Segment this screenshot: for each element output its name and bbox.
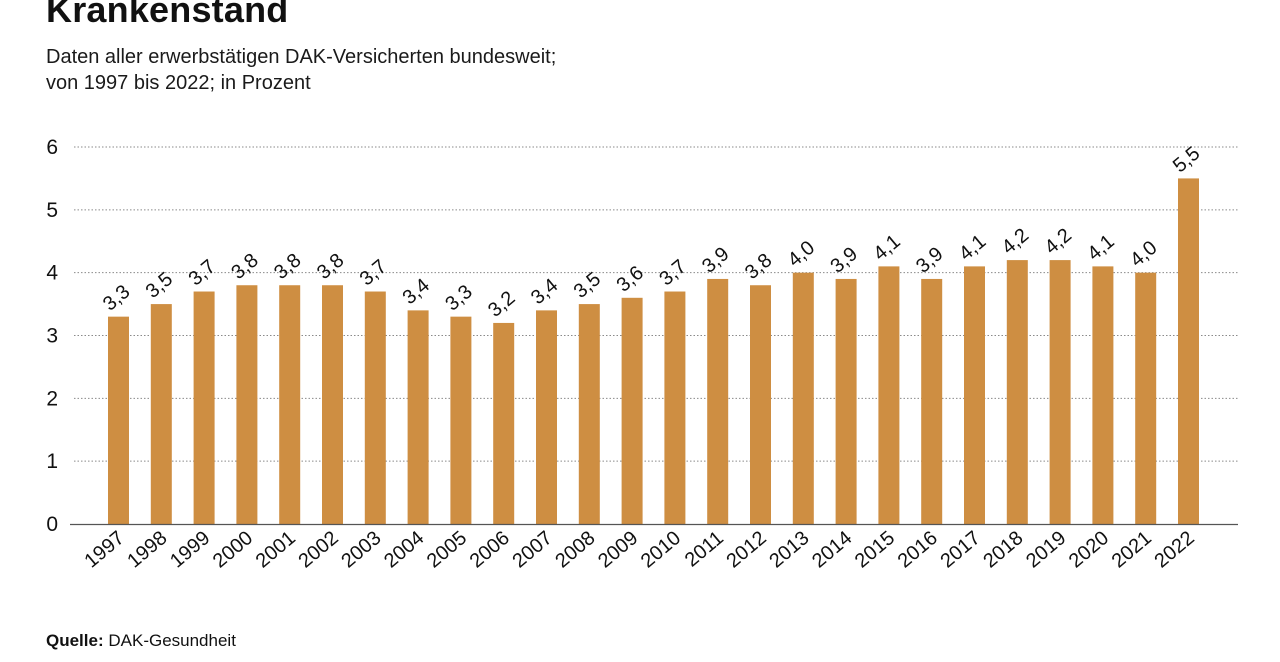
bar-2014 xyxy=(835,278,857,524)
y-tick-label: 5 xyxy=(46,199,58,222)
bar-2013 xyxy=(792,272,814,524)
value-label-2018: 4,2 xyxy=(998,224,1033,259)
x-tick-label-2015: 2015 xyxy=(851,527,899,572)
value-label-2011: 3,9 xyxy=(698,243,733,278)
subtitle-line-1: Daten aller erwerbstätigen DAK-Versicher… xyxy=(46,46,557,68)
value-label-2004: 3,4 xyxy=(399,274,434,309)
bar-1998 xyxy=(150,304,172,524)
bar-2002 xyxy=(322,285,343,524)
bar-2021 xyxy=(1135,272,1157,524)
y-axis-ticks: 0 1 2 3 4 5 6 xyxy=(46,136,58,536)
x-tick-label-2016: 2016 xyxy=(894,527,942,572)
value-label-2021: 4,0 xyxy=(1126,237,1161,272)
source-value: DAK-Gesundheit xyxy=(108,631,236,650)
x-tick-label-2011: 2011 xyxy=(681,527,728,572)
bar-2007 xyxy=(536,310,557,524)
chart-title: Krankenstand xyxy=(46,0,289,30)
bars xyxy=(108,178,1199,524)
chart-subtitle: Daten aller erwerbstätigen DAK-Versicher… xyxy=(46,44,556,96)
value-label-2009: 3,6 xyxy=(613,262,648,297)
value-label-2000: 3,8 xyxy=(227,249,262,284)
value-label-2022: 5,5 xyxy=(1169,142,1204,177)
value-label-2005: 3,3 xyxy=(441,281,476,316)
bar-2000 xyxy=(236,285,258,524)
x-tick-label-2006: 2006 xyxy=(466,527,514,572)
x-tick-label-2022: 2022 xyxy=(1150,527,1198,572)
x-tick-label-2007: 2007 xyxy=(508,527,556,572)
bar-2012 xyxy=(750,285,771,524)
x-tick-label-2000: 2000 xyxy=(209,527,257,572)
x-tick-label-2013: 2013 xyxy=(765,527,813,572)
bar-2019 xyxy=(1049,260,1071,524)
x-tick-label-2012: 2012 xyxy=(722,527,770,572)
bar-2003 xyxy=(364,291,386,524)
bar-1999 xyxy=(193,291,215,524)
x-tick-label-2020: 2020 xyxy=(1065,527,1113,572)
x-tick-label-2019: 2019 xyxy=(1022,527,1070,572)
x-tick-label-1999: 1999 xyxy=(166,527,214,572)
x-tick-label-2004: 2004 xyxy=(380,527,428,572)
value-label-2010: 3,7 xyxy=(655,256,690,291)
y-tick-label: 2 xyxy=(46,387,58,410)
bar-2001 xyxy=(279,285,301,524)
x-tick-label-1997: 1997 xyxy=(80,527,128,572)
bar-2022 xyxy=(1178,178,1199,524)
bar-2006 xyxy=(493,322,515,524)
y-tick-label: 4 xyxy=(46,262,58,285)
bar-1997 xyxy=(108,316,129,524)
value-label-1997: 3,3 xyxy=(99,281,134,316)
value-label-2007: 3,4 xyxy=(527,274,562,309)
x-tick-label-2008: 2008 xyxy=(551,527,599,572)
bar-2020 xyxy=(1092,266,1114,524)
value-label-2017: 4,1 xyxy=(955,230,990,265)
y-tick-label: 6 xyxy=(46,136,58,159)
x-tick-label-2002: 2002 xyxy=(294,527,342,572)
x-tick-label-2017: 2017 xyxy=(936,527,984,572)
x-tick-label-2001: 2001 xyxy=(252,527,300,572)
x-tick-label-2005: 2005 xyxy=(423,527,471,572)
x-tick-label-2018: 2018 xyxy=(979,527,1027,572)
value-label-2012: 3,8 xyxy=(741,249,776,284)
bar-2016 xyxy=(921,278,943,524)
x-tick-label-2021: 2021 xyxy=(1108,527,1156,572)
value-label-2008: 3,5 xyxy=(570,268,605,303)
value-label-1998: 3,5 xyxy=(142,268,177,303)
bar-2010 xyxy=(664,291,686,524)
bar-2017 xyxy=(964,266,985,524)
subtitle-line-2: von 1997 bis 2022; in Prozent xyxy=(46,72,311,94)
value-label-2013: 4,0 xyxy=(784,237,819,272)
bar-2008 xyxy=(578,304,600,524)
value-label-2015: 4,1 xyxy=(869,230,904,265)
y-tick-label: 1 xyxy=(46,450,58,473)
gridlines xyxy=(74,146,1238,462)
bar-2018 xyxy=(1006,260,1028,524)
x-tick-label-2010: 2010 xyxy=(637,527,685,572)
value-label-2014: 3,9 xyxy=(827,243,862,278)
source-label: Quelle: xyxy=(46,631,104,650)
source-note: Quelle: DAK-Gesundheit xyxy=(46,630,236,652)
x-tick-label-1998: 1998 xyxy=(123,527,171,572)
bar-2015 xyxy=(878,266,900,524)
x-tick-label-2009: 2009 xyxy=(594,527,642,572)
y-tick-label: 0 xyxy=(46,513,58,536)
value-label-1999: 3,7 xyxy=(185,256,220,291)
x-tick-label-2003: 2003 xyxy=(337,527,385,572)
value-label-2002: 3,8 xyxy=(313,249,348,284)
value-label-2019: 4,2 xyxy=(1041,224,1076,259)
bar-2009 xyxy=(621,297,643,524)
value-label-2020: 4,1 xyxy=(1083,230,1118,265)
value-label-2001: 3,8 xyxy=(270,249,305,284)
value-label-2006: 3,2 xyxy=(484,287,519,322)
value-labels: 3,3 3,5 3,7 3,8 3,8 3,8 3,73,4 3,3 3,2 3,4 3,5 3,6 3… xyxy=(99,142,1204,321)
bar-2004 xyxy=(407,310,429,524)
x-tick-label-2014: 2014 xyxy=(808,527,856,572)
y-tick-label: 3 xyxy=(46,325,58,348)
x-axis-ticks: 1997199819992000200120022003200420052006… xyxy=(80,527,1198,572)
value-label-2003: 3,7 xyxy=(356,256,391,291)
bar-2011 xyxy=(707,278,729,524)
bar-2005 xyxy=(450,316,472,524)
